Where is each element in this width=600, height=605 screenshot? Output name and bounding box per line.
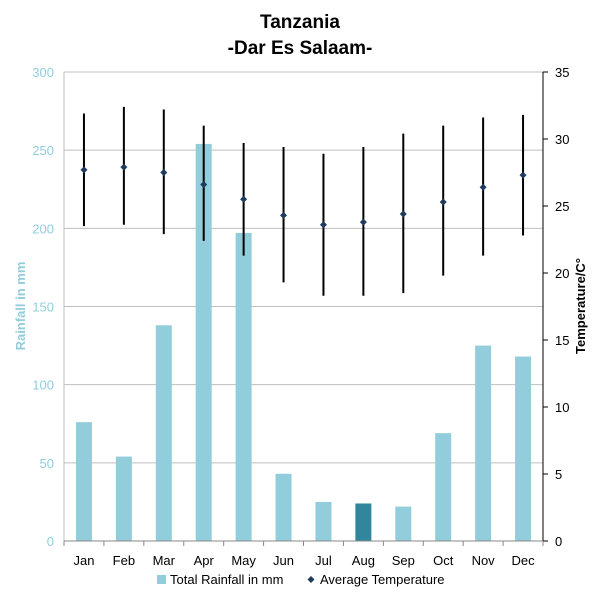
temperature-markers [80, 106, 527, 296]
axes: 0 50 100 150 200 250 300 0 5 10 15 20 25 30 35 Jan Feb Ma… [32, 65, 569, 568]
right-tick-label: 25 [555, 199, 569, 214]
x-tick-label: Mar [153, 553, 176, 568]
temperature-point [200, 181, 208, 189]
temperature-point [80, 166, 88, 174]
left-tick-label: 0 [47, 534, 54, 549]
x-tick-label: Aug [352, 553, 375, 568]
temperature-point [359, 218, 367, 226]
legend-rainfall-swatch [157, 575, 166, 584]
temperature-point [439, 198, 447, 206]
x-tick-label: Oct [433, 553, 454, 568]
rainfall-bars [75, 143, 532, 542]
chart-subtitle: -Dar Es Salaam- [228, 38, 373, 59]
x-tick-label: Dec [511, 553, 535, 568]
left-tick-label: 200 [32, 221, 54, 236]
right-tick-label: 10 [555, 400, 569, 415]
temperature-point [160, 169, 168, 176]
x-tick-label: Feb [113, 553, 135, 568]
rainfall-bar [395, 506, 412, 541]
left-tick-label: 100 [32, 378, 54, 393]
x-tick-label: Apr [194, 553, 215, 568]
rainfall-bar [195, 143, 212, 541]
right-tick-label: 15 [555, 333, 569, 348]
x-tick-label: Jan [73, 553, 94, 568]
rainfall-bar [115, 456, 132, 541]
rainfall-bar [75, 422, 92, 541]
rainfall-bar [155, 325, 172, 541]
temperature-point [519, 171, 527, 179]
temperature-point [280, 211, 288, 219]
right-tick-label: 5 [555, 467, 562, 482]
x-tick-label: Sep [392, 553, 415, 568]
rainfall-bar [475, 345, 492, 541]
temperature-point [319, 221, 327, 229]
rainfall-bar [355, 503, 372, 541]
right-tick-label: 20 [555, 266, 569, 281]
left-tick-label: 150 [32, 300, 54, 315]
chart-title: Tanzania [260, 12, 340, 33]
right-tick-label: 0 [555, 534, 562, 549]
x-tick-label: May [231, 553, 256, 568]
x-tick-label: Jun [273, 553, 294, 568]
legend: Total Rainfall in mm Average Temperature [157, 572, 445, 587]
right-axis-title: Temperature/C° [573, 258, 588, 354]
left-tick-label: 250 [32, 143, 54, 158]
x-tick-label: Nov [472, 553, 496, 568]
rainfall-bar [275, 473, 292, 541]
rainfall-bar [515, 356, 532, 541]
rainfall-bar [235, 233, 252, 542]
temperature-point [120, 163, 128, 171]
right-tick-label: 35 [555, 65, 569, 80]
left-tick-label: 300 [32, 65, 54, 80]
left-axis-title: Rainfall in mm [13, 262, 28, 351]
temperature-point [399, 210, 407, 218]
x-tick-label: Jul [315, 553, 332, 568]
temperature-point [479, 183, 487, 191]
rainfall-bar [315, 501, 332, 541]
left-tick-label: 50 [40, 456, 54, 471]
rainfall-bar [435, 433, 452, 541]
legend-temperature-label: Average Temperature [320, 572, 445, 587]
right-tick-label: 30 [555, 132, 569, 147]
legend-rainfall-label: Total Rainfall in mm [170, 572, 283, 587]
legend-temperature-marker [307, 576, 315, 583]
temperature-point [240, 195, 248, 203]
